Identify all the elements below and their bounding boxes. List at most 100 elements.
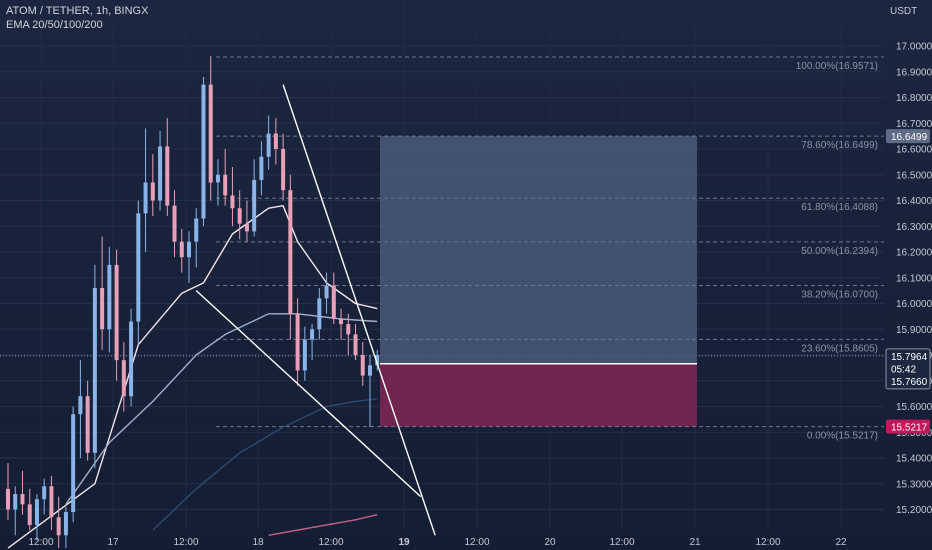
candle-body [143,182,148,214]
candle-body [259,156,264,180]
candle-body [310,329,315,340]
last-price-badge-text: 15.7964 [891,352,928,363]
candle-body [295,313,300,371]
candle-body [252,179,257,232]
candle-body [63,512,68,536]
candle-body [244,223,249,232]
fib-label: 61.80%(16.4088) [801,202,878,213]
candle-body [266,133,271,157]
x-tick-label: 20 [544,537,556,548]
x-tick-label: 12:00 [609,537,634,548]
candle-body [71,414,76,513]
ema-200-line [268,514,378,536]
y-tick-label: 15.9000 [896,325,932,336]
y-tick-label: 16.1000 [896,273,932,284]
y-tick-label: 15.6000 [896,402,932,413]
currency-label: USDT [890,6,917,17]
x-tick-label: 22 [835,537,847,548]
fib-label: 50.00%(16.2394) [801,246,878,257]
last-price-badge-bg [885,348,931,390]
candle-body [339,318,344,325]
x-tick-label: 12:00 [318,537,343,548]
last-price-badge-text: 05:42 [891,364,916,375]
loss-zone [380,363,697,427]
profit-zone [380,136,697,364]
candle-body [121,360,126,397]
candle-body [158,146,163,201]
candle-body [6,488,10,510]
indicator-label[interactable]: EMA 20/50/100/200 [6,19,103,31]
candle-body [215,174,220,183]
candle-body [100,288,105,330]
candle-body [114,264,119,361]
fib-label: 100.00%(16.9571) [796,61,878,72]
x-tick-label: 12:00 [173,537,198,548]
ema-lines [7,204,378,549]
last-price-badge-text: 15.7660 [891,377,928,388]
candle-body [34,499,39,525]
candlesticks [6,56,380,549]
ema-20-line [7,204,378,549]
y-tick-label: 16.8000 [896,93,932,104]
candle-body [317,298,322,330]
trendlines [195,84,436,536]
candle-body [288,190,293,314]
target-price-badge-text: 16.6499 [891,132,928,143]
candle-body [353,334,358,355]
ema-50-line [65,313,378,505]
candle-body [85,396,90,453]
fibonacci-levels: 100.00%(16.9571) 78.60%(16.6499) 61.80%(16… [216,56,884,442]
candle-body [230,195,235,209]
candle-body [13,494,18,510]
symbol-title[interactable]: ATOM / TETHER, 1h, BINGX [6,5,149,17]
position-zones [380,136,697,427]
candle-body [360,355,365,376]
fib-label: 0.00%(15.5217) [807,431,878,442]
candle-body [150,182,155,201]
candle-body [302,339,307,371]
x-tick-label: 12:00 [464,537,489,548]
x-tick-label: 12:00 [28,537,53,548]
candle-body [201,84,206,219]
y-tick-label: 17.0000 [896,42,932,53]
candle-body [129,321,134,397]
trendline-2 [195,290,422,498]
y-tick-label: 16.4000 [896,196,932,207]
trendline-1 [282,84,436,536]
target-price-badge-bg [886,129,930,144]
candle-body [49,486,54,518]
candle-body [27,504,32,525]
candle-body [107,264,112,330]
y-tick-label: 16.2000 [896,248,932,259]
candle-body [20,494,25,505]
x-tick-label: 12:00 [755,537,780,548]
candle-body [78,396,83,415]
candle-body [56,517,61,536]
candle-body [92,288,97,453]
candle-body [375,355,380,366]
y-tick-label: 16.9000 [896,67,932,78]
x-tick-label: 17 [107,537,119,548]
candle-body [208,84,213,183]
y-tick-label: 15.2000 [896,505,932,516]
stop-price-badge-text: 15.5217 [891,423,928,434]
time-axis: 12:00 17 12:00 18 12:00 19 12:00 20 12:00 21 12:00… [28,537,847,548]
candle-body [346,324,351,335]
y-tick-label: 16.7000 [896,119,932,130]
candle-body [187,241,191,258]
y-tick-label: 16.5000 [896,170,932,181]
x-tick-label: 21 [689,537,701,548]
fib-label: 38.20%(16.0700) [801,289,878,300]
candle-body [165,146,170,206]
y-tick-label: 16.6000 [896,145,932,156]
chart-legend: ATOM / TETHER, 1h, BINGX EMA 20/50/100/2… [6,4,148,32]
fib-label: 78.60%(16.6499) [801,140,878,151]
fib-label: 23.60%(15.8605) [801,343,878,354]
x-tick-label: 19 [398,537,410,548]
candle-body [368,365,372,376]
x-tick-label: 18 [252,537,264,548]
y-tick-label: 15.4000 [896,454,932,465]
candle-body [324,285,329,299]
